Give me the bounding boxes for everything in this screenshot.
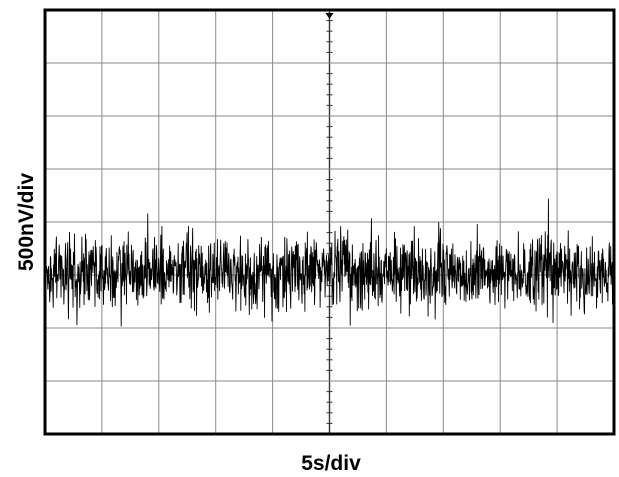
x-axis-label: 5s/div	[301, 452, 361, 475]
noise-trace	[46, 198, 613, 327]
center-tick-marks	[326, 20, 333, 424]
trigger-marker	[325, 13, 334, 19]
y-axis-label: 500nV/div	[15, 173, 38, 271]
plot-frame	[43, 8, 616, 436]
